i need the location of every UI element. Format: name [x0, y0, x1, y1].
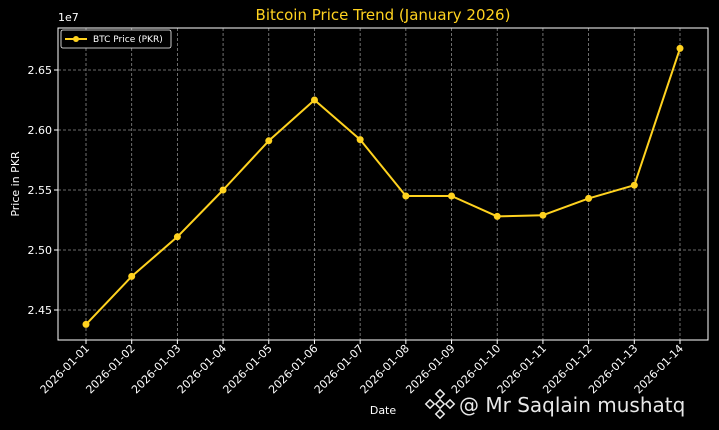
data-point [448, 192, 456, 200]
binance-logo-icon [424, 388, 456, 420]
y-tick-label: 2.50 [28, 244, 53, 257]
data-point [539, 211, 547, 219]
data-point [402, 192, 410, 200]
x-tick-label: 2026-01-14 [632, 342, 686, 396]
data-point [310, 96, 318, 104]
data-point [676, 44, 684, 52]
data-point [219, 186, 227, 194]
legend: BTC Price (PKR) [60, 29, 172, 49]
series-line [85, 48, 681, 326]
y-tick-label: 2.55 [28, 184, 53, 197]
x-axis-label: Date [370, 404, 397, 417]
grid [58, 28, 708, 340]
y-tick-label: 2.60 [28, 124, 53, 137]
legend-marker [73, 36, 79, 42]
data-point [630, 181, 638, 189]
y-axis-label: Price in PKR [9, 151, 22, 217]
x-axis: 2026-01-012026-01-022026-01-032026-01-04… [38, 340, 686, 396]
data-point [356, 136, 364, 144]
plot-frame [57, 27, 709, 341]
watermark: @ Mr Saqlain mushatq [424, 388, 685, 420]
data-point [128, 272, 136, 280]
legend-box [60, 29, 172, 49]
y-tick-label: 2.65 [28, 64, 53, 77]
y-axis: 2.45 2.50 2.55 2.60 2.65 [28, 64, 58, 317]
series-btc [82, 44, 684, 328]
data-point [585, 194, 593, 202]
y-tick-label: 2.45 [28, 304, 53, 317]
data-point [173, 233, 181, 241]
data-point [265, 137, 273, 145]
watermark-text: @ Mr Saqlain mushatq [459, 393, 685, 417]
data-point [82, 320, 90, 328]
data-point [493, 212, 501, 220]
chart-title: Bitcoin Price Trend (January 2026) [256, 6, 511, 24]
legend-label: BTC Price (PKR) [93, 35, 163, 45]
y-axis-offset-label: 1e7 [58, 11, 79, 24]
